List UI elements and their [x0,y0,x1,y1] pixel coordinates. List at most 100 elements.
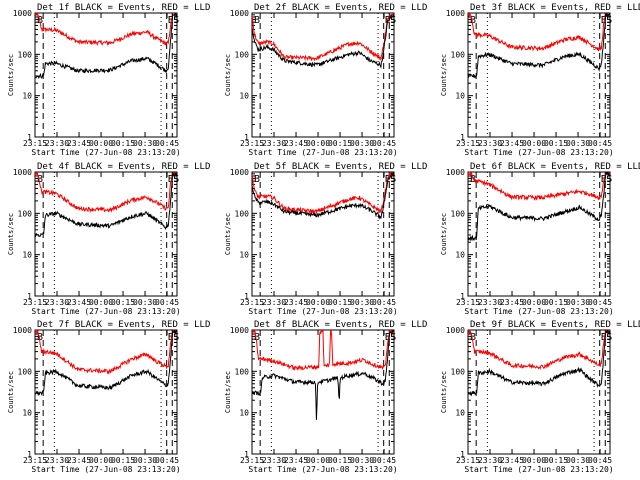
x-tick-label: 00:30 [566,139,590,148]
y-tick-label: 1 [27,292,32,301]
y-axis-label: Counts/sec [224,371,232,413]
x-tick-label: 00:00 [306,298,330,307]
x-tick-label: 23:15 [23,456,47,465]
marker-label-s: S [173,332,179,343]
x-tick-label: 00:15 [544,139,568,148]
series-events [252,330,394,420]
y-tick-label: 100 [451,367,466,376]
x-axis-label: Start Time (27-Jun-08 23:13:20) [31,307,180,316]
x-axis-label: Start Time (27-Jun-08 23:13:20) [464,465,613,474]
x-tick-label: 23:15 [240,139,264,148]
y-tick-label: 1 [244,450,249,459]
x-axis-label: Start Time (27-Jun-08 23:13:20) [248,148,397,157]
y-tick-label: 100 [18,50,33,59]
y-axis-label: Counts/sec [7,371,15,413]
y-axis-label: Counts/sec [440,371,448,413]
panel-title: Det 6f BLACK = Events, RED = LLD [470,162,640,172]
axes-frame [467,12,611,138]
x-axis-label: Start Time (27-Jun-08 23:13:20) [464,307,613,316]
y-tick-label: 1 [460,133,465,142]
series-lld [252,330,394,372]
panel-title: Det 3f BLACK = Events, RED = LLD [470,3,640,13]
marker-label-e: E [601,15,607,26]
y-tick-label: 10 [455,409,465,418]
x-tick-label: 23:15 [456,456,480,465]
panel-title: Det 2f BLACK = Events, RED = LLD [254,3,427,13]
y-tick-label: 1 [460,450,465,459]
x-tick-label: 23:45 [500,456,524,465]
x-tick-label: 23:30 [45,139,69,148]
y-tick-label: 1000 [230,168,249,177]
y-tick-label: 10 [22,409,32,418]
y-tick-label: 10 [455,92,465,101]
x-axis-label: Start Time (27-Jun-08 23:13:20) [248,307,397,316]
x-tick-label: 00:15 [111,456,135,465]
y-tick-label: 1000 [13,168,32,177]
x-tick-label: 23:15 [240,456,264,465]
series-events [35,13,177,80]
series-events [252,172,394,220]
y-tick-label: 1 [244,292,249,301]
marker-label-s: S [606,332,612,343]
y-axis-label: Counts/sec [224,54,232,96]
y-axis-label: Counts/sec [440,213,448,255]
y-tick-label: 100 [451,50,466,59]
y-tick-label: 10 [455,251,465,260]
marker-label-b: B [254,332,260,343]
x-tick-label: 23:45 [500,298,524,307]
y-tick-label: 1000 [230,9,249,18]
series-events [252,13,394,69]
x-tick-label: 00:15 [328,298,352,307]
x-tick-label: 23:30 [262,139,286,148]
series-lld [252,13,394,62]
marker-label-b: B [254,15,260,26]
detector-panel-5: Det 5f BLACK = Events, RED = LLD 1 10 100 10… [224,162,427,316]
marker-label-e: E [601,332,607,343]
y-tick-label: 100 [235,367,250,376]
x-tick-label: 00:30 [566,456,590,465]
series-lld [35,172,177,214]
panel-title: Det 1f BLACK = Events, RED = LLD [37,3,210,13]
x-tick-label: 00:30 [133,298,157,307]
x-tick-label: 00:00 [522,139,546,148]
detector-panel-4: Det 4f BLACK = Events, RED = LLD 1 10 100 10… [7,162,210,316]
marker-label-b: B [470,15,476,26]
panel-title: Det 5f BLACK = Events, RED = LLD [254,162,427,172]
x-axis-label: Start Time (27-Jun-08 23:13:20) [31,148,180,157]
x-tick-label: 00:15 [111,298,135,307]
series-lld [468,172,610,201]
marker-label-s: S [173,174,179,185]
x-tick-label: 00:15 [544,456,568,465]
y-tick-label: 1000 [13,326,32,335]
x-tick-label: 00:30 [566,298,590,307]
y-axis-label: Counts/sec [7,54,15,96]
x-tick-label: 23:15 [456,298,480,307]
x-tick-label: 23:45 [284,139,308,148]
detector-panel-1: Det 1f BLACK = Events, RED = LLD 1 10 100 10… [7,3,210,157]
x-tick-label: 00:45 [155,139,179,148]
x-tick-label: 00:45 [588,298,612,307]
y-axis-label: Counts/sec [7,213,15,255]
x-tick-label: 00:30 [133,456,157,465]
x-tick-label: 00:00 [522,298,546,307]
y-tick-label: 1000 [446,9,465,18]
x-tick-label: 00:45 [372,298,396,307]
axes-frame [34,171,178,297]
series-lld [252,172,394,215]
series-events [468,172,610,242]
x-tick-label: 00:00 [522,456,546,465]
detector-panel-6: Det 6f BLACK = Events, RED = LLD 1 10 100 10… [440,162,640,316]
x-tick-label: 23:45 [500,139,524,148]
x-tick-label: 23:15 [240,298,264,307]
marker-label-s: S [390,174,396,185]
series-lld [35,330,177,375]
y-tick-label: 100 [451,209,466,218]
y-tick-label: 1000 [446,168,465,177]
panel-title: Det 9f BLACK = Events, RED = LLD [470,320,640,330]
x-tick-label: 23:30 [478,456,502,465]
x-tick-label: 23:15 [456,139,480,148]
panel-title: Det 7f BLACK = Events, RED = LLD [37,320,210,330]
marker-label-s: S [173,15,179,26]
x-tick-label: 00:45 [588,456,612,465]
